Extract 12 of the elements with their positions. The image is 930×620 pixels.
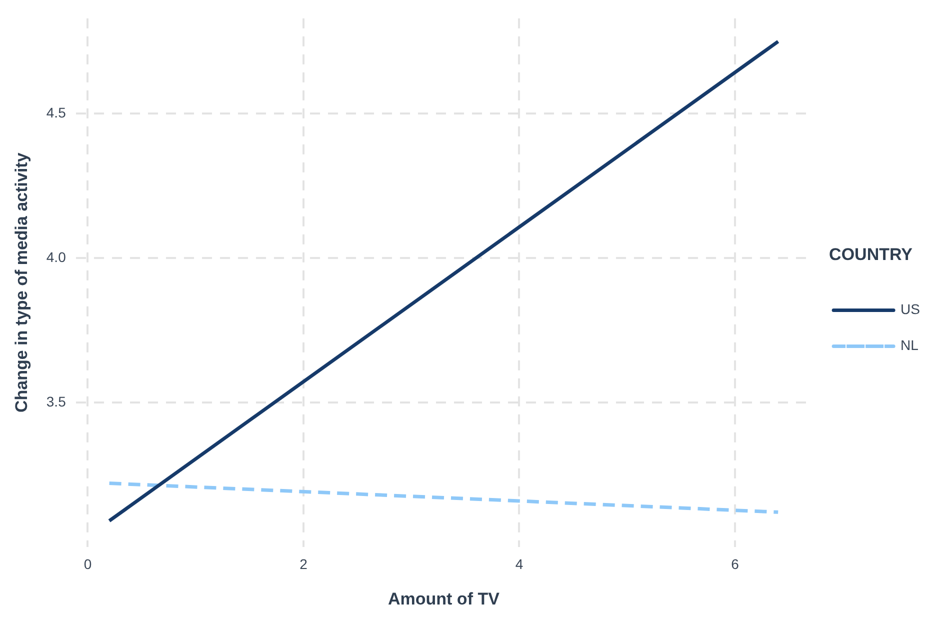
x-tick-label: 4: [515, 556, 524, 572]
y-tick-label: 4.5: [46, 104, 66, 121]
x-axis-title: Amount of TV: [388, 589, 500, 608]
x-tick-label: 6: [731, 556, 740, 572]
y-tick-label: 3.5: [46, 393, 66, 410]
legend-title: COUNTRY: [829, 244, 914, 264]
legend-label: NL: [900, 337, 919, 354]
y-axis-title: Change in type of media activity: [12, 152, 31, 412]
x-tick-label: 0: [84, 556, 92, 572]
x-tick-label: 2: [300, 556, 308, 572]
y-tick-label: 4.0: [46, 248, 66, 265]
legend-label: US: [900, 301, 920, 318]
